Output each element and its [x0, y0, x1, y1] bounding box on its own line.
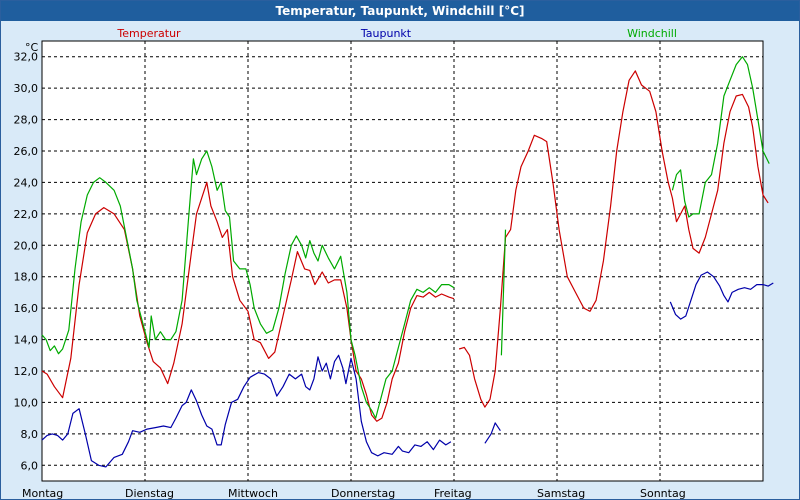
- x-tick-weekday: Samstag: [537, 487, 585, 499]
- y-tick-label: 30,0: [14, 82, 39, 95]
- x-tick-weekday: Freitag: [434, 487, 472, 499]
- y-tick-label: 6,0: [21, 459, 39, 472]
- series-line-taupunkt: [484, 422, 501, 444]
- series-line-windchill: [500, 229, 507, 356]
- y-tick-label: 24,0: [14, 176, 39, 189]
- y-tick-label: 10,0: [14, 396, 39, 409]
- y-tick-label: 8,0: [21, 428, 39, 441]
- y-tick-label: 14,0: [14, 334, 39, 347]
- plot-area: [41, 40, 764, 482]
- legend-entry-windchill: Windchill: [627, 27, 677, 40]
- x-tick-weekday: Sonntag: [640, 487, 686, 499]
- series-line-windchill: [671, 56, 770, 218]
- series-line-windchill: [41, 150, 455, 419]
- y-tick-label: 28,0: [14, 114, 39, 127]
- x-tick-weekday: Donnerstag: [331, 487, 395, 499]
- y-tick-label: 18,0: [14, 271, 39, 284]
- x-tick-weekday: Dienstag: [125, 487, 174, 499]
- y-tick-label: 16,0: [14, 302, 39, 315]
- y-tick-label: 20,0: [14, 239, 39, 252]
- y-tick-label: 22,0: [14, 208, 39, 221]
- y-tick-label: 12,0: [14, 365, 39, 378]
- series-line-taupunkt: [41, 354, 452, 468]
- x-tick-weekday: Montag: [22, 487, 63, 499]
- window-title: Temperatur, Taupunkt, Windchill [°C]: [1, 1, 799, 21]
- chart-area: 6,0 8,0 10,0 12,0 14,0 16,0 18,0 20,0 22,0 24,0 26…: [14, 27, 774, 499]
- y-tick-label: 26,0: [14, 145, 39, 158]
- legend-entry-temperatur: Temperatur: [116, 27, 181, 40]
- x-tick-weekday: Mittwoch: [228, 487, 278, 499]
- y-axis-unit: °C: [25, 41, 39, 54]
- series-line-taupunkt: [669, 271, 774, 320]
- legend-entry-taupunkt: Taupunkt: [360, 27, 412, 40]
- y-tick-label: 32,0: [14, 51, 39, 64]
